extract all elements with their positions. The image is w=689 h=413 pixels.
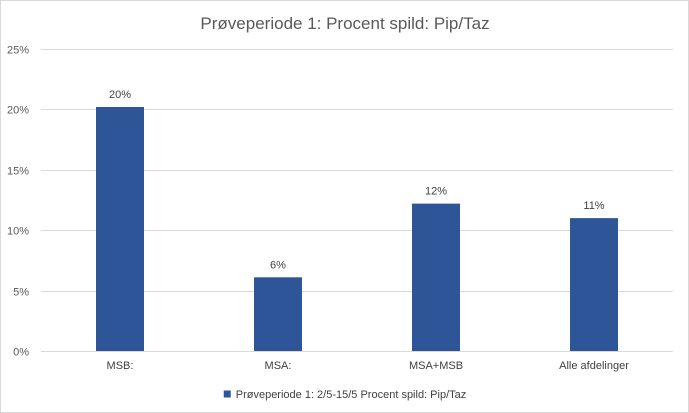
data-labels: 20% 6% 12% 11% — [109, 89, 605, 271]
y-tick-label: 10% — [7, 226, 29, 238]
y-axis-ticks: 0% 5% 10% 15% 20% 25% — [7, 45, 29, 359]
bar-layer — [96, 106, 618, 351]
x-category-label: Alle afdelinger — [559, 360, 629, 372]
data-label: 12% — [425, 186, 447, 198]
legend-label: Prøveperiode 1: 2/5-15/5 Procent spild: … — [236, 389, 467, 401]
y-tick-label: 5% — [13, 287, 29, 299]
y-tick-label: 15% — [7, 166, 29, 178]
y-tick-label: 0% — [13, 347, 29, 359]
x-category-label: MSA+MSB — [409, 360, 463, 372]
data-label: 11% — [583, 200, 604, 212]
bar — [412, 203, 460, 351]
x-axis-categories: MSB: MSA: MSA+MSB Alle afdelinger — [107, 360, 630, 372]
legend-swatch — [223, 390, 231, 398]
bar — [96, 106, 144, 351]
bar — [254, 277, 302, 351]
legend: Prøveperiode 1: 2/5-15/5 Procent spild: … — [223, 389, 467, 401]
data-label: 20% — [109, 89, 131, 101]
x-category-label: MSA: — [265, 360, 292, 372]
grid-layer — [41, 49, 673, 352]
bar — [570, 218, 618, 351]
x-category-label: MSB: — [107, 360, 134, 372]
y-tick-label: 20% — [7, 105, 29, 117]
chart-title: Prøveperiode 1: Procent spild: Pip/Taz — [200, 14, 489, 33]
data-label: 6% — [270, 259, 286, 271]
y-tick-label: 25% — [7, 45, 29, 57]
